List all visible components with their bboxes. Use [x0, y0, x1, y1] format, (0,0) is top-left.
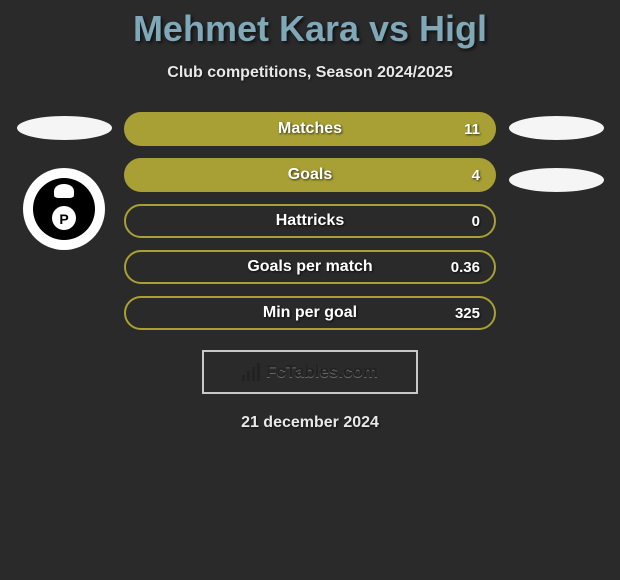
stat-label: Hattricks	[276, 212, 344, 230]
stat-row: Goals 4	[124, 158, 496, 192]
stats-list: Matches 11 Goals 4 Hattricks 0 Goals per match…	[116, 112, 504, 342]
stat-value: 0.36	[451, 259, 480, 276]
eagle-icon	[33, 178, 95, 240]
brand-badge[interactable]: FcTables.com	[202, 350, 418, 394]
brand-text: FcTables.com	[266, 362, 378, 382]
stat-label: Goals	[288, 166, 332, 184]
stat-label: Goals per match	[247, 258, 372, 276]
stat-row: Matches 11	[124, 112, 496, 146]
stat-value: 4	[472, 167, 480, 184]
page-title: Mehmet Kara vs Higl	[0, 0, 620, 50]
club-right-placeholder	[509, 168, 604, 192]
stat-value: 11	[464, 121, 480, 138]
stat-value: 0	[472, 213, 480, 230]
left-player-column	[12, 112, 116, 250]
stat-row: Hattricks 0	[124, 204, 496, 238]
stat-value: 325	[455, 305, 480, 322]
stat-row: Min per goal 325	[124, 296, 496, 330]
right-player-column	[504, 112, 608, 192]
stat-label: Matches	[278, 120, 342, 138]
stat-label: Min per goal	[263, 304, 357, 322]
player-left-placeholder	[17, 116, 112, 140]
player-right-placeholder	[509, 116, 604, 140]
comparison-panel: Matches 11 Goals 4 Hattricks 0 Goals per match…	[0, 112, 620, 342]
club-logo-left	[23, 168, 105, 250]
bars-icon	[242, 363, 260, 381]
date-label: 21 december 2024	[0, 414, 620, 432]
stat-row: Goals per match 0.36	[124, 250, 496, 284]
subtitle: Club competitions, Season 2024/2025	[0, 64, 620, 82]
